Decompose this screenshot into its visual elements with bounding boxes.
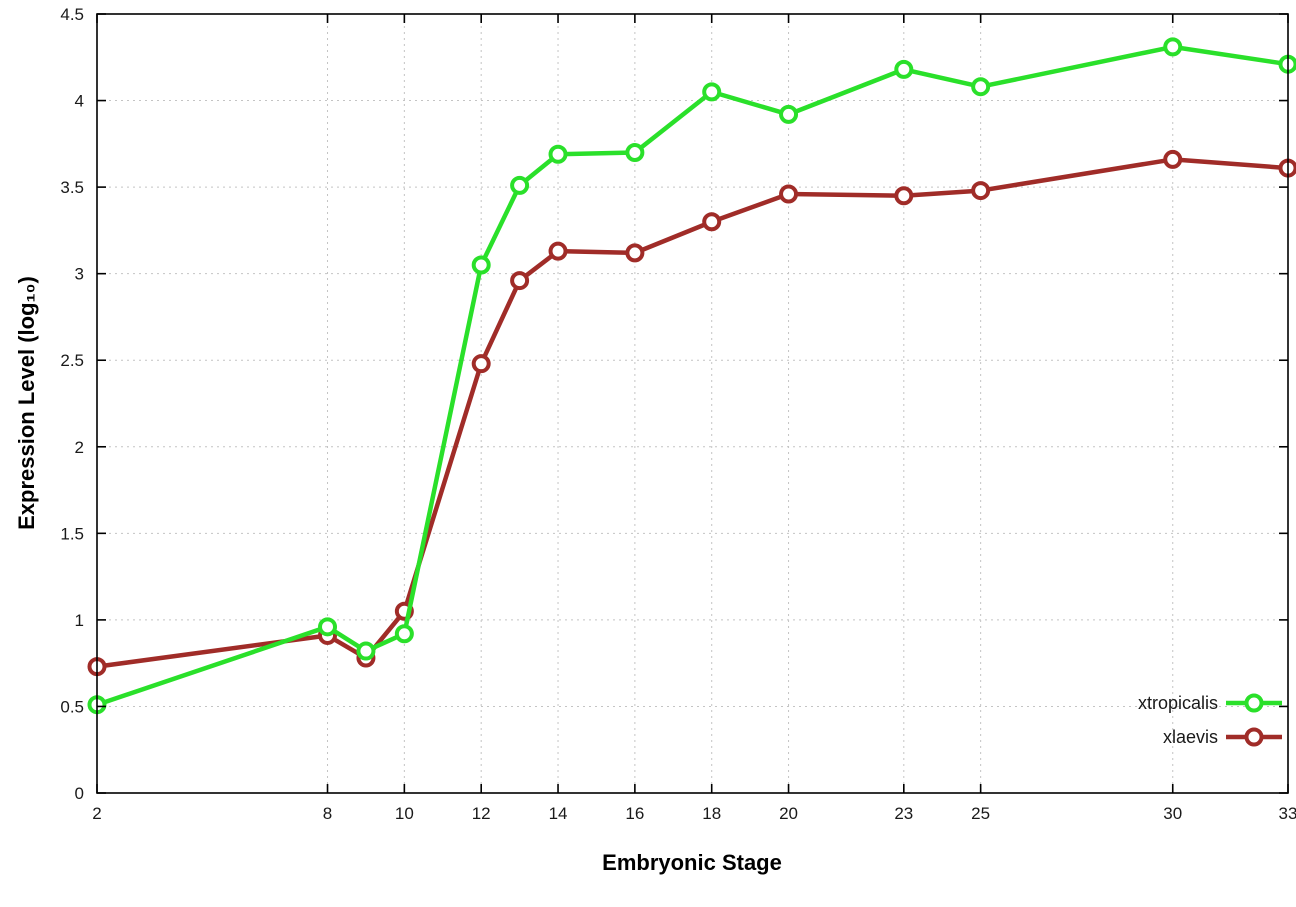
data-point-xtropicalis	[894, 59, 914, 79]
legend-marker-xlaevis	[1244, 727, 1264, 747]
data-point-xlaevis	[548, 241, 568, 261]
y-tick-label: 1	[75, 611, 84, 630]
x-tick-label: 16	[625, 804, 644, 823]
x-tick-label: 20	[779, 804, 798, 823]
y-tick-label: 2	[75, 438, 84, 457]
data-point-xtropicalis	[318, 617, 338, 637]
y-tick-label: 2.5	[60, 351, 84, 370]
x-tick-label: 33	[1279, 804, 1296, 823]
y-tick-label: 4	[75, 92, 84, 111]
x-tick-label: 25	[971, 804, 990, 823]
data-point-xlaevis	[471, 354, 491, 374]
x-tick-label: 30	[1163, 804, 1182, 823]
data-point-xlaevis	[702, 212, 722, 232]
y-tick-label: 4.5	[60, 5, 84, 24]
data-point-xlaevis	[971, 181, 991, 201]
data-point-xlaevis	[510, 271, 530, 291]
legend-label-xtropicalis: xtropicalis	[1138, 693, 1218, 713]
y-tick-label: 3.5	[60, 178, 84, 197]
data-point-xlaevis	[894, 186, 914, 206]
data-point-xtropicalis	[971, 77, 991, 97]
x-tick-label: 10	[395, 804, 414, 823]
x-tick-label: 18	[702, 804, 721, 823]
series-line-xtropicalis	[94, 44, 1291, 707]
data-point-xtropicalis	[702, 82, 722, 102]
plot-border	[96, 13, 1289, 794]
legend-marker-xtropicalis	[1244, 693, 1264, 713]
series-line-xlaevis	[94, 157, 1291, 669]
data-point-xtropicalis	[394, 624, 414, 644]
y-tick-label: 0.5	[60, 697, 84, 716]
x-tick-label: 23	[894, 804, 913, 823]
data-point-xtropicalis	[471, 255, 491, 275]
data-point-xtropicalis	[356, 641, 376, 661]
y-axis-label: Expression Level (log₁₀)	[14, 276, 39, 530]
y-tick-label: 3	[75, 265, 84, 284]
data-point-xtropicalis	[779, 104, 799, 124]
x-tick-label: 12	[472, 804, 491, 823]
data-point-xtropicalis	[510, 175, 530, 195]
x-tick-label: 8	[323, 804, 332, 823]
data-point-xlaevis	[779, 184, 799, 204]
x-tick-label: 2	[92, 804, 101, 823]
y-tick-label: 0	[75, 784, 84, 803]
data-point-xtropicalis	[625, 142, 645, 162]
legend-label-xlaevis: xlaevis	[1163, 727, 1218, 747]
x-tick-label: 14	[549, 804, 568, 823]
data-point-xtropicalis	[548, 144, 568, 164]
data-point-xlaevis	[625, 243, 645, 263]
data-point-xtropicalis	[1163, 37, 1183, 57]
y-tick-label: 1.5	[60, 524, 84, 543]
data-point-xlaevis	[1163, 149, 1183, 169]
x-axis-label: Embryonic Stage	[602, 850, 782, 875]
